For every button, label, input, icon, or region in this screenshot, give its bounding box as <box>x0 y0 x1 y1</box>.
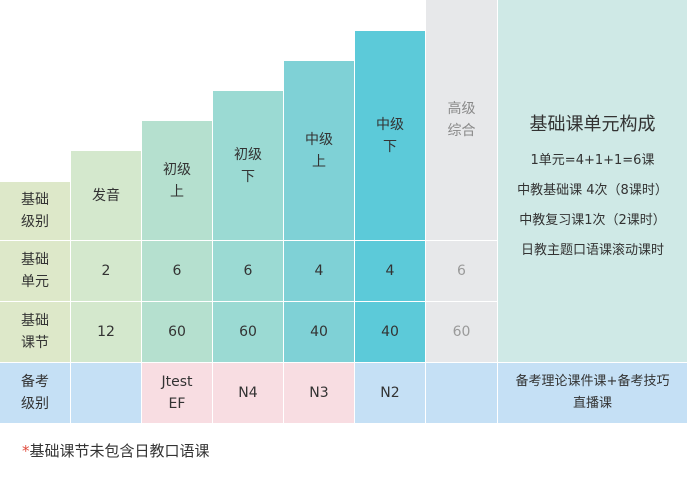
exam-prep-note: 备考理论课件课+备考技巧 直播课 <box>498 363 687 423</box>
level-header-intermediate-2: 中级 下 <box>355 31 425 240</box>
lessons-value: 12 <box>97 324 115 340</box>
lessons-cell: 60 <box>426 302 497 362</box>
row-label-line: 基础 <box>21 313 49 329</box>
exam-value: Jtest EF <box>161 374 193 412</box>
level-header-elementary-1: 初级 上 <box>142 121 212 240</box>
row-label-line: 备考 <box>21 374 49 390</box>
units-cell: 2 <box>71 241 141 301</box>
units-value: 6 <box>243 263 253 279</box>
lessons-cell: 40 <box>355 302 425 362</box>
unit-composition-line: 中教基础课 4次（8课时） <box>517 183 668 198</box>
level-header-text: 上 <box>312 153 326 170</box>
level-header-text: 下 <box>241 168 255 185</box>
unit-composition-title: 基础课单元构成 <box>529 114 656 135</box>
row-label-line: 课节 <box>21 335 49 351</box>
units-value: 2 <box>101 263 111 279</box>
row-label-line: 单元 <box>21 274 49 290</box>
level-header-text: 综合 <box>447 123 476 139</box>
unit-composition-line: 1单元=4+1+1=6课 <box>530 153 655 168</box>
unit-composition-panel: 基础课单元构成 1单元=4+1+1=6课 中教基础课 4次（8课时） 中教复习课… <box>498 0 687 362</box>
units-value: 4 <box>385 263 395 279</box>
level-header-text: 高级 <box>447 101 476 117</box>
lessons-value: 40 <box>381 324 399 340</box>
lessons-cell: 60 <box>213 302 283 362</box>
exam-value: N2 <box>380 385 400 401</box>
units-value: 6 <box>172 263 182 279</box>
header-row-label-line2: 级别 <box>21 214 49 230</box>
level-header-intermediate-1: 中级 上 <box>284 61 354 240</box>
exam-value: N4 <box>238 385 258 401</box>
exam-cell <box>71 363 141 423</box>
row-label-exam: 备考 级别 <box>0 363 70 423</box>
units-cell: 6 <box>142 241 212 301</box>
footnote-mark: * <box>22 442 30 460</box>
lessons-value: 60 <box>168 324 186 340</box>
units-cell: 6 <box>213 241 283 301</box>
level-header-text: 中级 <box>376 116 404 133</box>
unit-composition-line: 日教主题口语课滚动课时 <box>520 243 664 258</box>
lessons-value: 60 <box>452 324 471 340</box>
level-header-elementary-2: 初级 下 <box>213 91 283 240</box>
lessons-cell: 60 <box>142 302 212 362</box>
lessons-value: 60 <box>239 324 257 340</box>
level-header-advanced: 高级 综合 <box>426 0 497 240</box>
level-header-text: 上 <box>170 183 184 200</box>
exam-cell: N4 <box>213 363 283 423</box>
level-header-text: 发音 <box>92 187 120 204</box>
row-label-units: 基础 单元 <box>0 241 70 301</box>
level-header-text: 初级 <box>163 161 191 178</box>
exam-prep-note-line: 直播课 <box>572 396 612 411</box>
lessons-cell: 12 <box>71 302 141 362</box>
exam-cell: N3 <box>284 363 354 423</box>
exam-value: N3 <box>309 385 329 401</box>
row-label-line: 级别 <box>21 396 49 412</box>
level-header-text: 初级 <box>234 146 262 163</box>
units-value: 4 <box>314 263 324 279</box>
exam-cell: N2 <box>355 363 425 423</box>
units-cell: 4 <box>355 241 425 301</box>
level-header-text: 中级 <box>305 131 333 148</box>
units-value: 6 <box>457 263 466 279</box>
footnote: *基础课节未包含日教口语课 <box>22 440 210 461</box>
lessons-cell: 40 <box>284 302 354 362</box>
unit-composition-line: 中教复习课1次（2课时） <box>519 213 666 228</box>
header-row-label: 基础 级别 <box>0 182 70 240</box>
exam-cell <box>426 363 497 423</box>
row-label-lessons: 基础 课节 <box>0 302 70 362</box>
header-row-label-line1: 基础 <box>21 192 49 208</box>
exam-cell: Jtest EF <box>142 363 212 423</box>
exam-prep-note-line: 备考理论课件课+备考技巧 <box>515 374 670 389</box>
row-label-line: 基础 <box>21 252 49 268</box>
footnote-text: 基础课节未包含日教口语课 <box>29 442 210 460</box>
units-cell: 4 <box>284 241 354 301</box>
level-header-text: 下 <box>383 138 397 155</box>
lessons-value: 40 <box>310 324 328 340</box>
level-header-pronunciation: 发音 <box>71 151 141 240</box>
units-cell: 6 <box>426 241 497 301</box>
